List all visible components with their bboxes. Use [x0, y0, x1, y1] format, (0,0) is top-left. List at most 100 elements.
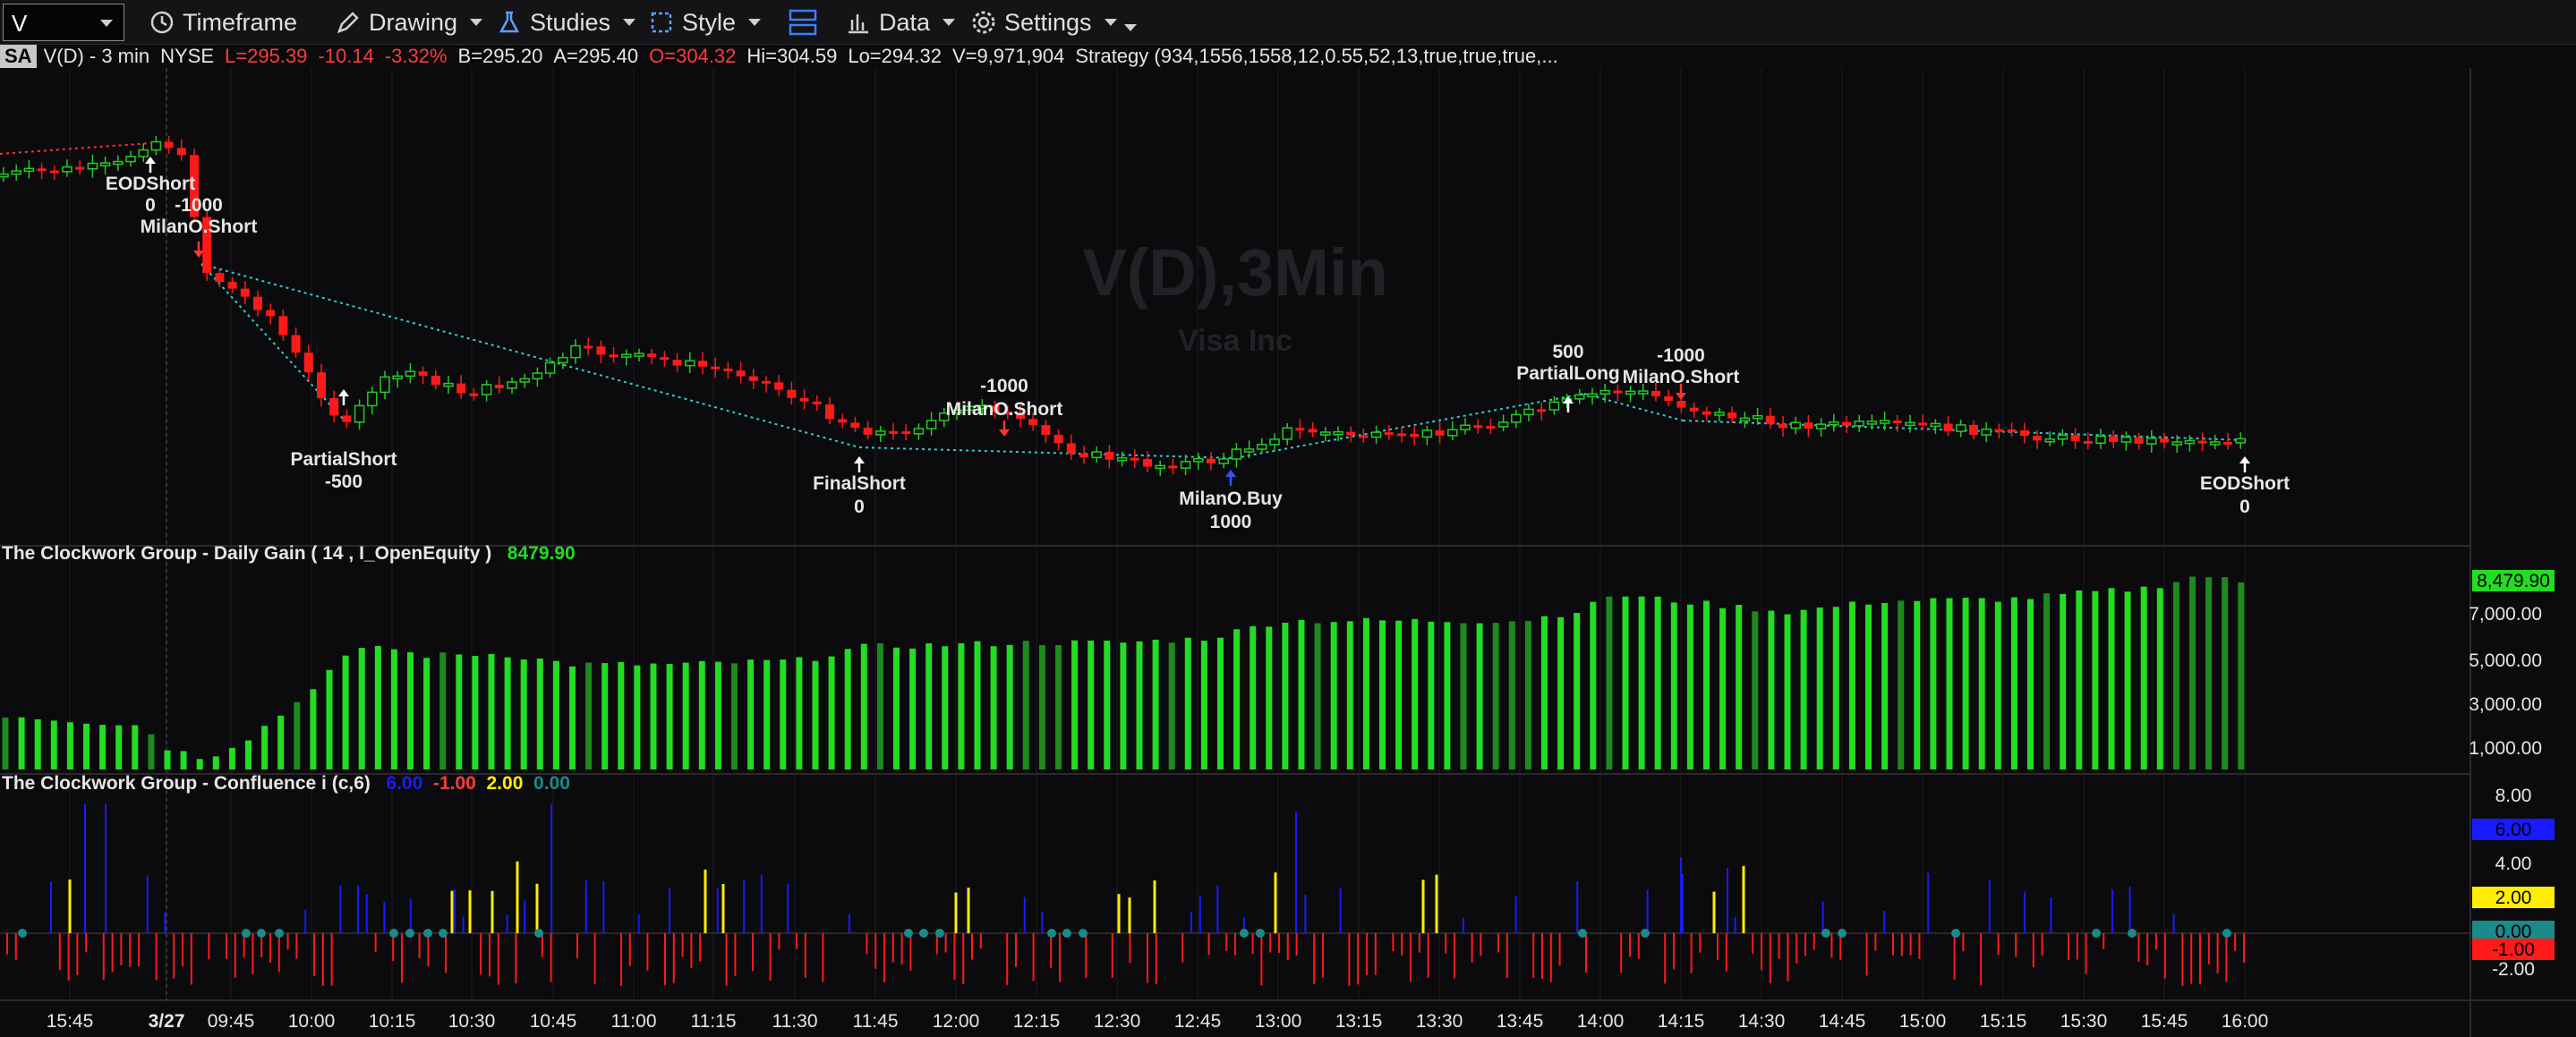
- gain-bar: [1184, 637, 1191, 769]
- candle-body-up: [125, 156, 136, 163]
- gain-bar: [1362, 617, 1369, 769]
- ask-price: A=295.40: [553, 45, 639, 67]
- gain-bar: [2060, 593, 2067, 769]
- candle-body-down: [1613, 390, 1623, 394]
- gain-bar: [1898, 600, 1905, 769]
- gain-bar: [504, 657, 511, 769]
- badge-text: 2.00: [2495, 888, 2532, 908]
- gain-bar: [2076, 590, 2083, 769]
- gain-bar: [666, 664, 673, 769]
- candle-body-down: [647, 353, 657, 358]
- candle-body-down: [2197, 440, 2207, 444]
- candle-body-down: [1435, 429, 1445, 436]
- gain-bar: [456, 654, 463, 769]
- time-label: 12:45: [1174, 1011, 1222, 1032]
- sa-badge[interactable]: SA: [0, 45, 37, 68]
- net-change: -10.14: [318, 45, 374, 67]
- gain-bar: [2156, 588, 2163, 769]
- trade-label-top: FinalShort: [813, 473, 906, 494]
- axis-label: 1,000.00: [2469, 738, 2542, 759]
- gain-bar: [1055, 645, 1062, 769]
- data-menu[interactable]: Data: [845, 0, 956, 45]
- time-label: 10:30: [448, 1011, 496, 1032]
- candle-body-down: [49, 170, 59, 174]
- candle-body-down: [863, 427, 873, 435]
- timeframe-menu[interactable]: Timeframe: [149, 0, 297, 45]
- candle-body-down: [227, 282, 237, 289]
- candle-body-down: [418, 371, 428, 376]
- confluence-teal-dot: [935, 929, 944, 938]
- candle-body-down: [1308, 429, 1318, 433]
- gain-bar: [148, 734, 155, 769]
- candle-body-down: [431, 375, 440, 386]
- candle-body-down: [723, 368, 733, 371]
- candle-body-down: [190, 155, 199, 217]
- drawing-menu[interactable]: Drawing: [335, 0, 483, 45]
- candle-body-up: [2095, 435, 2106, 444]
- candle-body-down: [889, 430, 898, 434]
- gain-bar: [1006, 644, 1013, 769]
- gain-bar: [780, 659, 787, 769]
- strategy-params: Strategy (934,1556,1558,12,0.55,52,13,tr…: [1075, 45, 1558, 67]
- gain-bar: [1038, 644, 1045, 769]
- candle-body-up: [558, 356, 568, 364]
- gain-bar: [1282, 622, 1289, 769]
- settings-menu[interactable]: Settings: [970, 0, 1117, 45]
- candle-body-down: [1359, 435, 1369, 438]
- gain-bar: [731, 663, 738, 769]
- bar-chart-icon: [849, 14, 868, 34]
- candle-body-down: [1994, 429, 2004, 432]
- pencil-icon: [337, 12, 359, 34]
- candle-body-down: [253, 296, 262, 310]
- confluence-teal-dot: [257, 929, 266, 938]
- candle-body-up: [380, 376, 390, 394]
- studies-menu[interactable]: Studies: [496, 0, 636, 45]
- candle-body-down: [1842, 421, 1851, 426]
- gain-bar: [1784, 614, 1791, 769]
- candle-body-up: [507, 381, 517, 389]
- gain-bar: [164, 750, 171, 769]
- candle-body-down: [1168, 465, 1178, 469]
- symbol-input[interactable]: V: [3, 4, 124, 41]
- high-price: Hi=304.59: [746, 45, 838, 67]
- candle-body-up: [1548, 401, 1560, 411]
- candle-body-down: [748, 376, 758, 381]
- candle-body-up: [1638, 390, 1649, 395]
- gain-bar: [1379, 620, 1386, 769]
- yellow-value-badge: [2472, 887, 2555, 908]
- trade-arrow-head: [145, 157, 156, 164]
- axis-label: 7,000.00: [2469, 604, 2542, 625]
- gain-bar: [2172, 582, 2179, 769]
- gain-bar: [2189, 576, 2196, 769]
- candle-body-down: [1105, 452, 1114, 460]
- quote-info-line: SA V(D) - 3 min NYSE L=295.39 -10.14 -3.32% B=…: [0, 45, 2576, 68]
- time-label: 12:30: [1094, 1011, 1141, 1032]
- style-menu[interactable]: Style: [648, 0, 762, 45]
- candle-body-down: [1041, 425, 1051, 436]
- trade-arrow-head: [854, 456, 865, 463]
- overflow-menu[interactable]: [1124, 5, 1137, 50]
- gain-bar: [407, 652, 414, 769]
- candle-body-down: [494, 384, 504, 388]
- candle-body-up: [1333, 430, 1343, 436]
- gain-bar: [358, 648, 365, 769]
- layout-button[interactable]: [788, 0, 825, 45]
- confluence-teal-dot: [534, 929, 543, 938]
- candle-body-down: [303, 353, 313, 373]
- candle-body-up: [939, 412, 950, 421]
- red-value-badge: [2472, 939, 2555, 960]
- chevron-down-icon[interactable]: [100, 20, 113, 27]
- gain-bar: [1476, 623, 1483, 769]
- candle-body-down: [1664, 395, 1674, 402]
- gain-bar: [860, 643, 867, 769]
- gain-bar: [1250, 625, 1257, 769]
- candle-body-up: [113, 160, 124, 166]
- confluence-teal-dot: [275, 929, 284, 938]
- candle-body-down: [469, 393, 479, 396]
- style-icon: [651, 12, 672, 33]
- trade-connector: [200, 263, 860, 448]
- candle-body-down: [1537, 409, 1547, 412]
- candle-body-up: [367, 391, 378, 407]
